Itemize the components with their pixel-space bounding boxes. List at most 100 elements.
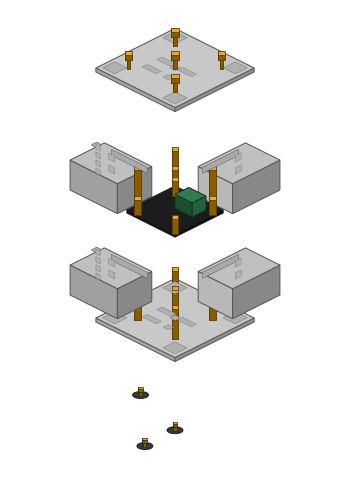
Polygon shape	[180, 194, 189, 203]
Polygon shape	[202, 166, 211, 171]
Polygon shape	[175, 194, 192, 217]
Ellipse shape	[167, 427, 183, 434]
Polygon shape	[223, 312, 247, 324]
Polygon shape	[233, 265, 280, 318]
Polygon shape	[209, 290, 216, 320]
Polygon shape	[172, 267, 178, 271]
Polygon shape	[180, 190, 196, 197]
Polygon shape	[172, 286, 178, 290]
Polygon shape	[209, 200, 216, 215]
Polygon shape	[177, 318, 196, 327]
Polygon shape	[170, 315, 180, 320]
Polygon shape	[198, 248, 280, 289]
Polygon shape	[142, 438, 147, 440]
Polygon shape	[171, 28, 179, 32]
Polygon shape	[92, 247, 101, 252]
Polygon shape	[233, 160, 280, 214]
Polygon shape	[173, 82, 177, 92]
Polygon shape	[127, 210, 175, 237]
Polygon shape	[125, 51, 132, 55]
Ellipse shape	[137, 442, 153, 450]
Polygon shape	[96, 278, 254, 358]
Polygon shape	[202, 166, 211, 171]
Polygon shape	[175, 68, 254, 111]
Polygon shape	[174, 427, 176, 431]
Polygon shape	[109, 258, 115, 267]
Polygon shape	[139, 392, 142, 396]
Polygon shape	[172, 290, 178, 320]
Polygon shape	[96, 168, 100, 175]
Polygon shape	[173, 422, 177, 424]
Polygon shape	[171, 51, 179, 55]
Polygon shape	[138, 387, 143, 389]
Polygon shape	[172, 147, 178, 151]
Polygon shape	[134, 286, 141, 290]
Polygon shape	[163, 75, 173, 80]
Polygon shape	[202, 271, 211, 276]
Polygon shape	[173, 59, 177, 69]
Polygon shape	[92, 247, 101, 252]
Polygon shape	[163, 342, 187, 354]
Polygon shape	[103, 312, 127, 324]
Polygon shape	[173, 36, 177, 45]
Polygon shape	[202, 271, 211, 276]
Polygon shape	[177, 67, 196, 77]
Polygon shape	[172, 185, 178, 189]
Polygon shape	[92, 247, 101, 252]
Polygon shape	[157, 57, 176, 66]
Polygon shape	[203, 149, 239, 173]
Polygon shape	[172, 271, 178, 301]
Polygon shape	[219, 59, 223, 69]
Polygon shape	[172, 189, 178, 219]
Polygon shape	[171, 32, 179, 37]
Polygon shape	[92, 142, 101, 147]
Polygon shape	[96, 68, 175, 111]
Polygon shape	[172, 305, 178, 309]
Polygon shape	[175, 318, 254, 362]
Polygon shape	[235, 270, 241, 279]
Polygon shape	[70, 265, 117, 318]
Polygon shape	[235, 258, 241, 267]
Polygon shape	[125, 55, 132, 60]
Polygon shape	[157, 307, 176, 317]
Polygon shape	[109, 270, 115, 279]
Polygon shape	[223, 62, 247, 74]
Polygon shape	[96, 29, 254, 107]
Polygon shape	[142, 64, 161, 74]
Polygon shape	[209, 170, 216, 200]
Polygon shape	[134, 290, 141, 320]
Polygon shape	[172, 166, 178, 170]
Polygon shape	[96, 144, 100, 151]
Polygon shape	[175, 210, 223, 237]
Polygon shape	[109, 165, 115, 174]
Polygon shape	[172, 215, 178, 219]
Polygon shape	[198, 143, 280, 184]
Polygon shape	[117, 166, 152, 214]
Polygon shape	[209, 166, 216, 170]
Polygon shape	[218, 51, 225, 55]
Polygon shape	[92, 142, 101, 147]
Polygon shape	[70, 160, 117, 214]
Polygon shape	[171, 78, 179, 83]
Polygon shape	[175, 187, 206, 203]
Polygon shape	[96, 160, 100, 167]
Polygon shape	[109, 153, 115, 162]
Polygon shape	[96, 318, 175, 362]
Polygon shape	[138, 389, 143, 392]
Polygon shape	[173, 424, 177, 427]
Polygon shape	[235, 165, 241, 174]
Polygon shape	[96, 152, 100, 159]
Polygon shape	[218, 55, 225, 60]
Polygon shape	[134, 197, 141, 200]
Polygon shape	[96, 273, 100, 280]
Polygon shape	[142, 440, 147, 443]
Polygon shape	[172, 181, 178, 196]
Polygon shape	[111, 149, 147, 173]
Polygon shape	[70, 248, 152, 289]
Polygon shape	[203, 254, 239, 278]
Polygon shape	[144, 443, 146, 447]
Polygon shape	[163, 325, 173, 330]
Polygon shape	[209, 197, 216, 200]
Polygon shape	[202, 271, 211, 276]
Polygon shape	[134, 200, 141, 215]
